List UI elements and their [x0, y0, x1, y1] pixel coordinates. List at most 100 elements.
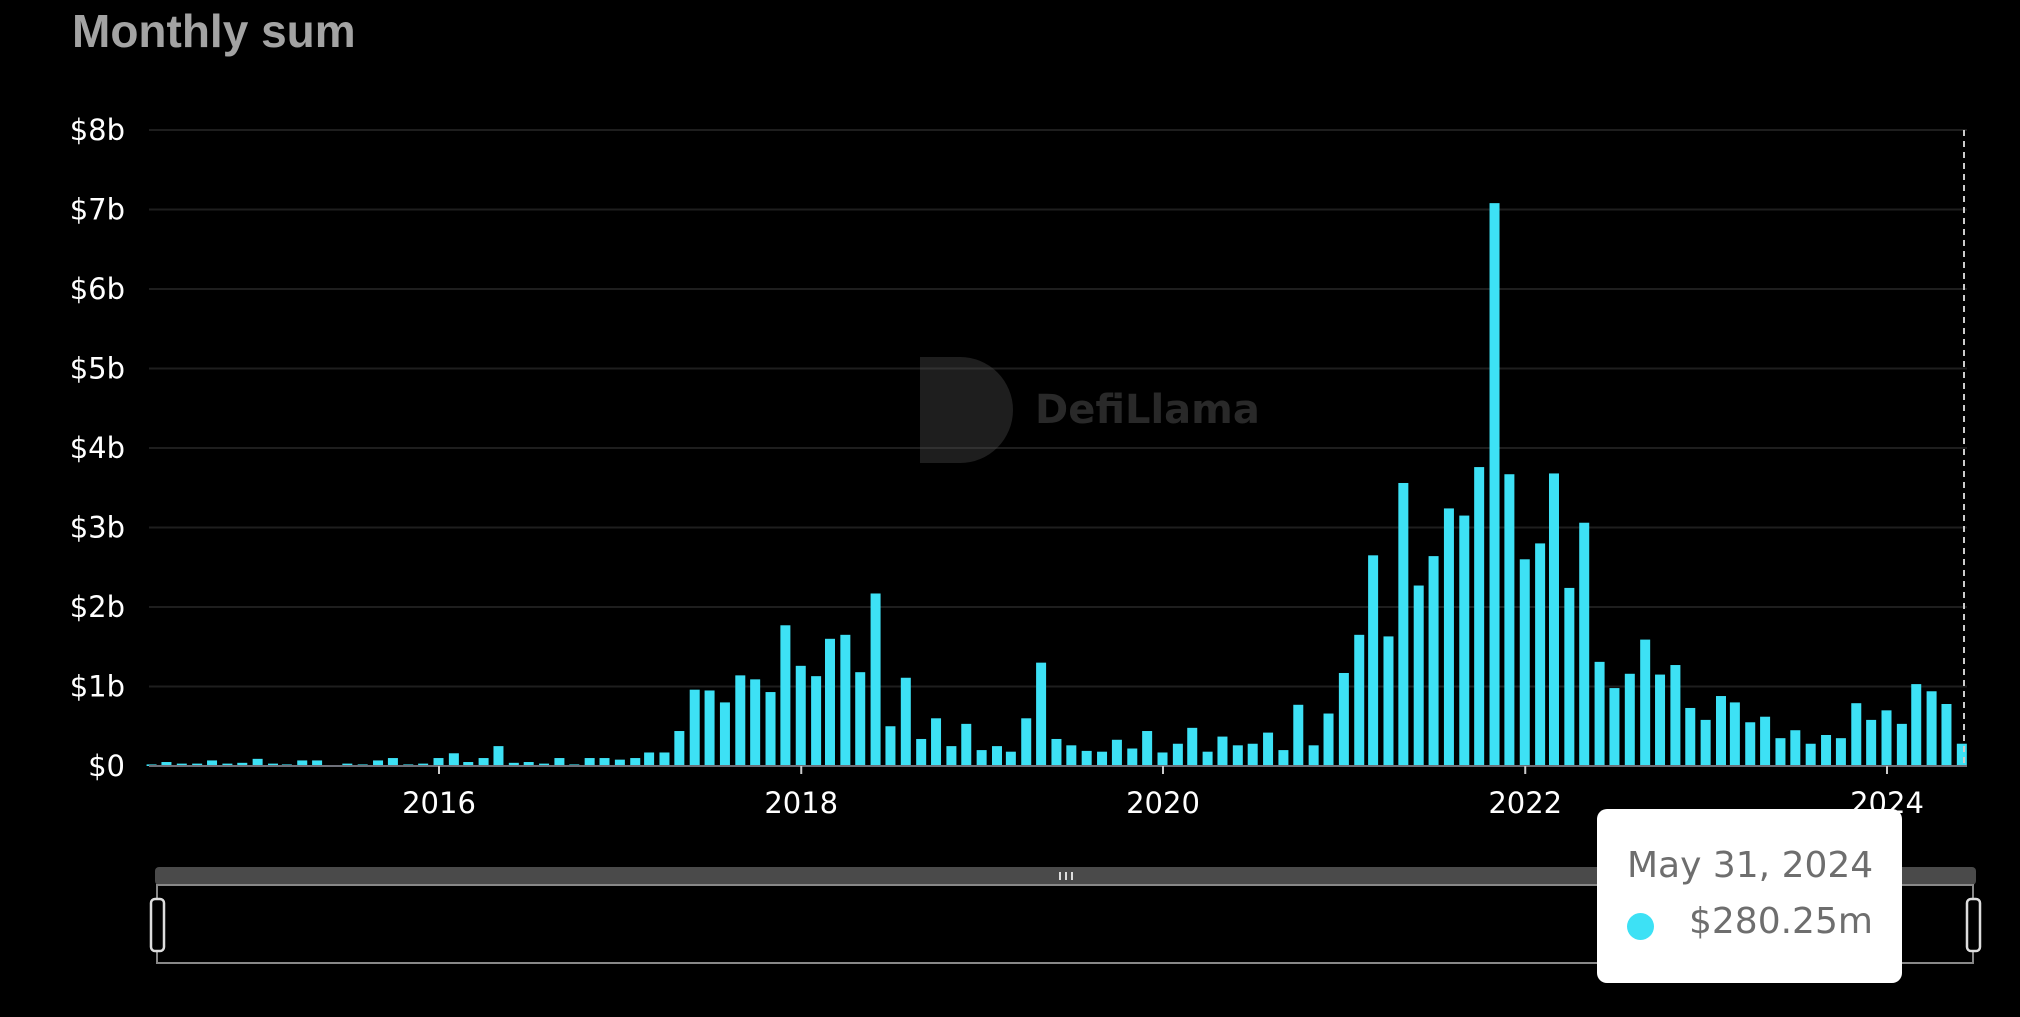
- bar[interactable]: [508, 762, 519, 766]
- bar[interactable]: [1278, 750, 1289, 766]
- bar[interactable]: [176, 763, 187, 766]
- bar[interactable]: [448, 753, 459, 766]
- bar[interactable]: [478, 758, 489, 766]
- bar[interactable]: [1247, 743, 1258, 766]
- bar[interactable]: [222, 763, 233, 766]
- bar[interactable]: [1881, 710, 1892, 766]
- slider-handle-right[interactable]: [1965, 897, 1982, 953]
- bar[interactable]: [1459, 515, 1470, 766]
- bar[interactable]: [614, 759, 625, 766]
- slider-handle-left[interactable]: [149, 897, 166, 953]
- bar[interactable]: [824, 638, 835, 766]
- bar[interactable]: [719, 702, 730, 766]
- bar[interactable]: [1097, 751, 1108, 766]
- bar[interactable]: [1548, 473, 1559, 766]
- bar[interactable]: [780, 625, 791, 766]
- bar[interactable]: [523, 762, 534, 766]
- bar[interactable]: [1066, 745, 1077, 766]
- bar[interactable]: [1700, 719, 1711, 766]
- bar[interactable]: [192, 763, 203, 766]
- bar[interactable]: [554, 758, 565, 766]
- bar[interactable]: [342, 763, 353, 766]
- bar[interactable]: [885, 726, 896, 766]
- bar[interactable]: [267, 763, 278, 766]
- bar[interactable]: [976, 750, 987, 766]
- bar[interactable]: [1051, 738, 1062, 766]
- bar[interactable]: [1308, 745, 1319, 766]
- bar[interactable]: [1956, 743, 1967, 766]
- bar[interactable]: [1474, 467, 1485, 766]
- bar[interactable]: [1896, 723, 1907, 766]
- bar[interactable]: [765, 692, 776, 766]
- bar[interactable]: [1338, 672, 1349, 766]
- bar[interactable]: [811, 676, 822, 766]
- bar[interactable]: [1323, 713, 1334, 766]
- bar[interactable]: [1655, 674, 1666, 766]
- bar[interactable]: [1383, 636, 1394, 766]
- bar[interactable]: [1866, 719, 1877, 766]
- bar[interactable]: [961, 723, 972, 766]
- bar[interactable]: [704, 690, 715, 766]
- bar[interactable]: [795, 665, 806, 766]
- bar[interactable]: [1624, 673, 1635, 766]
- bar[interactable]: [1232, 745, 1243, 766]
- bar[interactable]: [297, 760, 308, 766]
- bar[interactable]: [1489, 203, 1500, 766]
- bar[interactable]: [312, 760, 323, 766]
- bar[interactable]: [750, 679, 761, 766]
- bar[interactable]: [840, 634, 851, 766]
- bar[interactable]: [1640, 639, 1651, 766]
- bar[interactable]: [916, 738, 927, 766]
- bar[interactable]: [1413, 585, 1424, 766]
- bar[interactable]: [1398, 482, 1409, 766]
- bar[interactable]: [237, 762, 248, 766]
- bar[interactable]: [433, 758, 444, 766]
- bar[interactable]: [1202, 751, 1213, 766]
- bar[interactable]: [1851, 703, 1862, 766]
- bar[interactable]: [1142, 731, 1153, 766]
- bar[interactable]: [870, 593, 881, 766]
- bar[interactable]: [1790, 730, 1801, 766]
- bar[interactable]: [1021, 718, 1032, 766]
- datazoom-slider[interactable]: [149, 867, 1982, 964]
- bar[interactable]: [1005, 751, 1016, 766]
- bar[interactable]: [1293, 704, 1304, 766]
- bar[interactable]: [1443, 508, 1454, 766]
- bar[interactable]: [1715, 696, 1726, 766]
- bar[interactable]: [1670, 665, 1681, 766]
- bar[interactable]: [1036, 662, 1047, 766]
- bar[interactable]: [1760, 716, 1771, 766]
- bar[interactable]: [1579, 522, 1590, 766]
- bar[interactable]: [1504, 474, 1515, 766]
- bar[interactable]: [1157, 752, 1168, 766]
- bar[interactable]: [1941, 703, 1952, 766]
- bar[interactable]: [1187, 727, 1198, 766]
- bar[interactable]: [1594, 661, 1605, 766]
- bar[interactable]: [1821, 734, 1832, 766]
- bar[interactable]: [418, 763, 429, 766]
- bar[interactable]: [946, 746, 957, 766]
- bar[interactable]: [161, 762, 172, 766]
- bar[interactable]: [1428, 556, 1439, 766]
- bar[interactable]: [644, 752, 655, 766]
- bar[interactable]: [539, 763, 550, 766]
- bar[interactable]: [1111, 739, 1122, 766]
- bar[interactable]: [1172, 743, 1183, 766]
- bar[interactable]: [630, 758, 641, 766]
- bar[interactable]: [931, 718, 942, 766]
- bar[interactable]: [991, 746, 1002, 766]
- bar[interactable]: [735, 675, 746, 766]
- bar[interactable]: [689, 689, 700, 766]
- bar[interactable]: [252, 758, 263, 766]
- bar[interactable]: [493, 746, 504, 766]
- bar[interactable]: [674, 731, 685, 766]
- bar[interactable]: [1926, 691, 1937, 766]
- bar[interactable]: [463, 762, 474, 766]
- bar[interactable]: [1745, 722, 1756, 766]
- bar[interactable]: [1217, 736, 1228, 766]
- bar[interactable]: [1081, 750, 1092, 766]
- bar[interactable]: [599, 758, 610, 766]
- bar[interactable]: [1805, 743, 1816, 766]
- bar[interactable]: [1609, 688, 1620, 766]
- bar[interactable]: [1775, 738, 1786, 766]
